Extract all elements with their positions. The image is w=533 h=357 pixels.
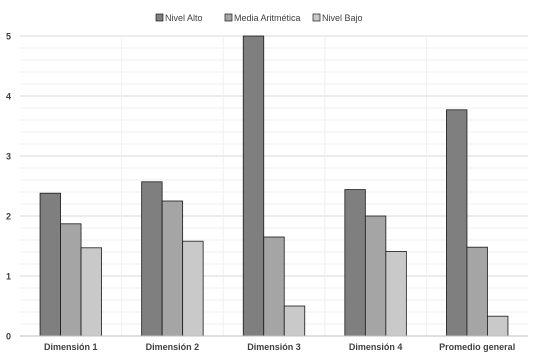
bar-nivel-bajo — [283, 305, 306, 337]
legend-item: Nivel Alto — [155, 13, 203, 23]
bar-media-aritmetica — [161, 200, 184, 337]
bar-media-aritmetica — [364, 215, 387, 337]
bar-nivel-bajo — [385, 250, 407, 337]
x-tick-label: Dimensión 4 — [349, 342, 403, 352]
legend: Nivel Alto Media Aritmética Nivel Bajo — [155, 13, 363, 23]
y-tick-label: 0 — [6, 332, 11, 342]
bar-nivel-alto — [141, 181, 163, 337]
bar-nivel-alto — [344, 189, 366, 337]
bar-nivel-alto — [242, 35, 265, 337]
x-tick-label: Promedio general — [439, 342, 515, 352]
bars — [39, 35, 509, 337]
bar-media-aritmetica — [466, 246, 488, 337]
bar-nivel-alto — [446, 109, 468, 337]
legend-label: Nivel Alto — [165, 13, 203, 23]
bar-nivel-bajo — [487, 315, 509, 337]
y-tick-label: 5 — [6, 32, 11, 42]
y-tick-label: 1 — [6, 272, 11, 282]
x-tick-label: Dimensión 1 — [44, 342, 98, 352]
bar-nivel-bajo — [182, 240, 204, 337]
x-tick-label: Dimensión 2 — [146, 342, 200, 352]
legend-swatch — [312, 13, 321, 22]
y-axis-ticks: 0 1 2 3 4 5 — [6, 32, 11, 342]
bar-nivel-alto — [39, 192, 61, 337]
bar-media-aritmetica — [263, 236, 285, 337]
y-tick-label: 2 — [6, 212, 11, 222]
gridlines — [20, 35, 528, 336]
bar-media-aritmetica — [60, 223, 82, 337]
bar-nivel-bajo — [80, 247, 102, 337]
x-tick-label: Dimensión 3 — [247, 342, 301, 352]
y-tick-label: 4 — [6, 92, 11, 102]
legend-swatch — [224, 13, 233, 22]
legend-item: Nivel Bajo — [312, 13, 363, 23]
legend-label: Media Aritmética — [234, 13, 301, 23]
legend-label: Nivel Bajo — [322, 13, 363, 23]
legend-item: Media Aritmética — [224, 13, 301, 23]
y-tick-label: 3 — [6, 152, 11, 162]
x-axis-tick-labels: Dimensión 1 Dimensión 2 Dimensión 3 Dimensi… — [44, 342, 515, 352]
legend-swatch — [155, 13, 164, 22]
